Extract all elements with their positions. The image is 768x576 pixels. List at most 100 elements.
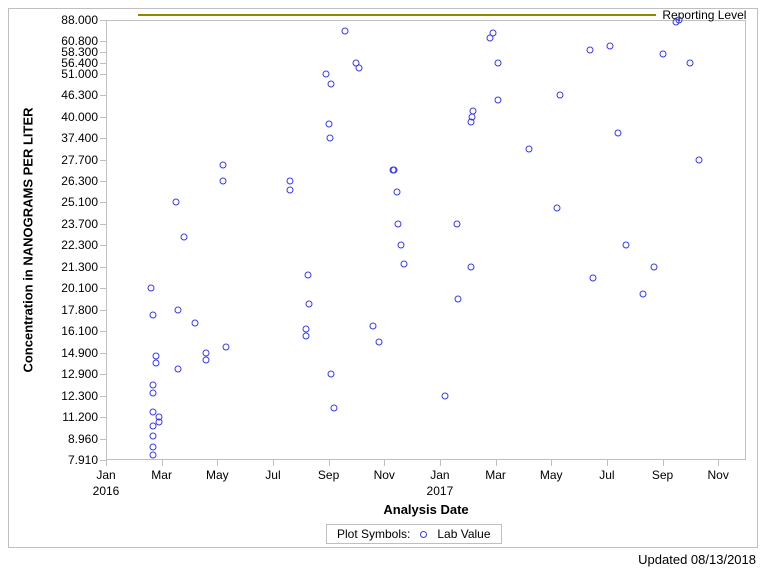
lab-value-point bbox=[331, 405, 338, 412]
lab-value-point bbox=[556, 92, 563, 99]
lab-value-point bbox=[455, 296, 462, 303]
lab-value-point bbox=[303, 332, 310, 339]
x-axis-title: Analysis Date bbox=[383, 502, 468, 517]
lab-value-point bbox=[442, 392, 449, 399]
lab-value-point bbox=[397, 242, 404, 249]
lab-value-point bbox=[150, 451, 157, 458]
x-tick-label: Jan bbox=[96, 468, 115, 482]
lab-value-point bbox=[395, 220, 402, 227]
x-tick-label: Sep bbox=[318, 468, 339, 482]
lab-value-point bbox=[470, 108, 477, 115]
y-tick-label: 22.300 bbox=[61, 238, 98, 252]
lab-value-point bbox=[695, 156, 702, 163]
updated-footnote: Updated 08/13/2018 bbox=[638, 552, 756, 567]
lab-value-point bbox=[175, 365, 182, 372]
lab-value-point bbox=[175, 306, 182, 313]
lab-value-point bbox=[400, 260, 407, 267]
lab-value-point bbox=[153, 360, 160, 367]
lab-value-point bbox=[356, 65, 363, 72]
y-tick-label: 60.800 bbox=[61, 34, 98, 48]
lab-value-point bbox=[286, 177, 293, 184]
lab-value-point bbox=[587, 47, 594, 54]
lab-value-point bbox=[615, 129, 622, 136]
legend-title: Plot Symbols: bbox=[337, 527, 410, 541]
lab-value-point bbox=[306, 301, 313, 308]
x-tick-label: Nov bbox=[708, 468, 729, 482]
x-tick-label: Jul bbox=[265, 468, 280, 482]
y-tick-label: 14.900 bbox=[61, 346, 98, 360]
lab-value-point bbox=[286, 186, 293, 193]
lab-value-point bbox=[393, 188, 400, 195]
lab-value-point bbox=[640, 290, 647, 297]
lab-value-point bbox=[606, 42, 613, 49]
x-tick-label-year: 2016 bbox=[93, 484, 120, 498]
lab-value-point bbox=[219, 177, 226, 184]
x-tick-label-year: 2017 bbox=[427, 484, 454, 498]
lab-value-point bbox=[203, 357, 210, 364]
y-tick-label: 12.900 bbox=[61, 367, 98, 381]
lab-value-point bbox=[328, 371, 335, 378]
legend-item-label: Lab Value bbox=[437, 527, 490, 541]
plot-area: Reporting Level bbox=[106, 20, 746, 460]
lab-value-point bbox=[155, 419, 162, 426]
lab-value-marker-icon bbox=[420, 531, 427, 538]
y-tick-label: 27.700 bbox=[61, 153, 98, 167]
y-tick-label: 26.300 bbox=[61, 174, 98, 188]
x-tick-label: Jul bbox=[599, 468, 614, 482]
lab-value-point bbox=[203, 349, 210, 356]
lab-value-point bbox=[180, 233, 187, 240]
lab-value-point bbox=[219, 161, 226, 168]
lab-value-point bbox=[453, 220, 460, 227]
lab-value-point bbox=[525, 145, 532, 152]
y-tick-label: 21.300 bbox=[61, 260, 98, 274]
lab-value-point bbox=[370, 322, 377, 329]
y-tick-label: 20.100 bbox=[61, 281, 98, 295]
lab-value-point bbox=[153, 352, 160, 359]
lab-value-point bbox=[467, 263, 474, 270]
x-tick-label: Mar bbox=[485, 468, 506, 482]
lab-value-point bbox=[150, 312, 157, 319]
x-tick-label: Mar bbox=[151, 468, 172, 482]
y-tick-label: 8.960 bbox=[68, 432, 98, 446]
lab-value-point bbox=[222, 344, 229, 351]
x-tick-label: Sep bbox=[652, 468, 673, 482]
lab-value-point bbox=[391, 167, 398, 174]
lab-value-point bbox=[623, 242, 630, 249]
lab-value-point bbox=[589, 274, 596, 281]
x-tick-label: May bbox=[206, 468, 229, 482]
lab-value-point bbox=[659, 51, 666, 58]
y-tick-label: 37.400 bbox=[61, 131, 98, 145]
lab-value-point bbox=[676, 17, 683, 24]
y-tick-label: 7.910 bbox=[68, 453, 98, 467]
lab-value-point bbox=[304, 272, 311, 279]
x-tick-label: Nov bbox=[374, 468, 395, 482]
lab-value-point bbox=[150, 433, 157, 440]
lab-value-point bbox=[150, 390, 157, 397]
y-tick-label: 11.200 bbox=[62, 410, 98, 424]
lab-value-point bbox=[687, 59, 694, 66]
lab-value-point bbox=[150, 444, 157, 451]
y-tick-label: 88.000 bbox=[61, 13, 98, 27]
lab-value-point bbox=[172, 199, 179, 206]
legend: Plot Symbols: Lab Value bbox=[326, 524, 502, 544]
y-tick-label: 17.800 bbox=[61, 303, 98, 317]
lab-value-point bbox=[342, 27, 349, 34]
reporting-level-line bbox=[138, 14, 656, 16]
lab-value-point bbox=[553, 204, 560, 211]
lab-value-point bbox=[375, 338, 382, 345]
lab-value-point bbox=[147, 285, 154, 292]
y-axis-title: Concentration in NANOGRAMS PER LITER bbox=[21, 107, 36, 372]
x-tick-label: Jan bbox=[430, 468, 449, 482]
lab-value-point bbox=[192, 319, 199, 326]
y-tick-label: 25.100 bbox=[61, 195, 98, 209]
lab-value-point bbox=[150, 381, 157, 388]
y-tick-label: 23.700 bbox=[61, 217, 98, 231]
y-tick-label: 12.300 bbox=[61, 389, 98, 403]
lab-value-point bbox=[328, 81, 335, 88]
y-tick-label: 16.100 bbox=[61, 324, 98, 338]
lab-value-point bbox=[489, 29, 496, 36]
y-tick-label: 40.000 bbox=[61, 110, 98, 124]
lab-value-point bbox=[322, 70, 329, 77]
x-tick-label: May bbox=[540, 468, 563, 482]
lab-value-point bbox=[651, 263, 658, 270]
